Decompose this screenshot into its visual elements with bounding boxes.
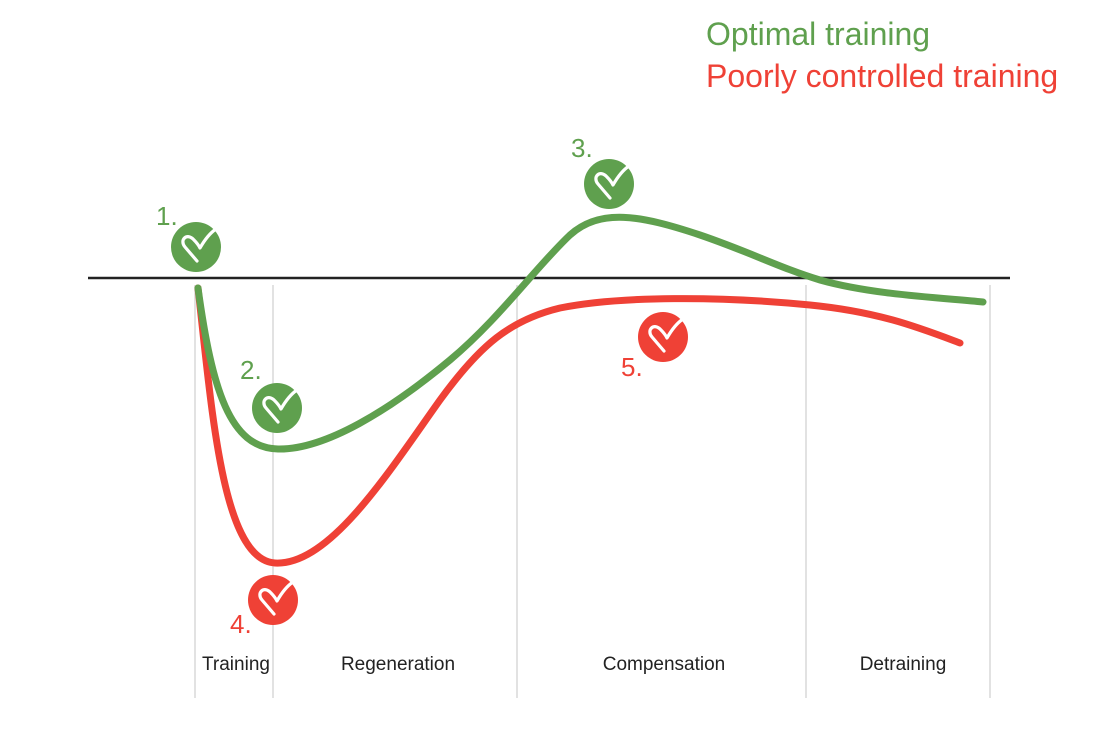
heart-check-icon	[638, 312, 688, 362]
phase-label-regeneration: Regeneration	[341, 654, 455, 675]
heart-check-icon	[171, 222, 221, 272]
phase-label-compensation: Compensation	[603, 654, 726, 675]
heart-check-icon	[584, 159, 634, 209]
phase-dividers	[194, 285, 991, 698]
marker-label: 5.	[621, 352, 643, 382]
legend-optimal-training: Optimal training	[706, 16, 931, 52]
heart-check-icon	[248, 575, 298, 625]
marker-label: 3.	[571, 133, 593, 163]
phase-label-training: Training	[202, 654, 270, 675]
poor-training-curve	[194, 284, 964, 567]
marker-label: 2.	[240, 355, 262, 385]
marker-label: 4.	[230, 609, 252, 639]
marker-label: 1.	[156, 201, 178, 231]
heart-check-icon	[252, 383, 302, 433]
optimal-training-curve	[194, 213, 987, 453]
phase-label-detraining: Detraining	[860, 654, 947, 675]
legend-poorly-controlled-training: Poorly controlled training	[706, 58, 1059, 94]
